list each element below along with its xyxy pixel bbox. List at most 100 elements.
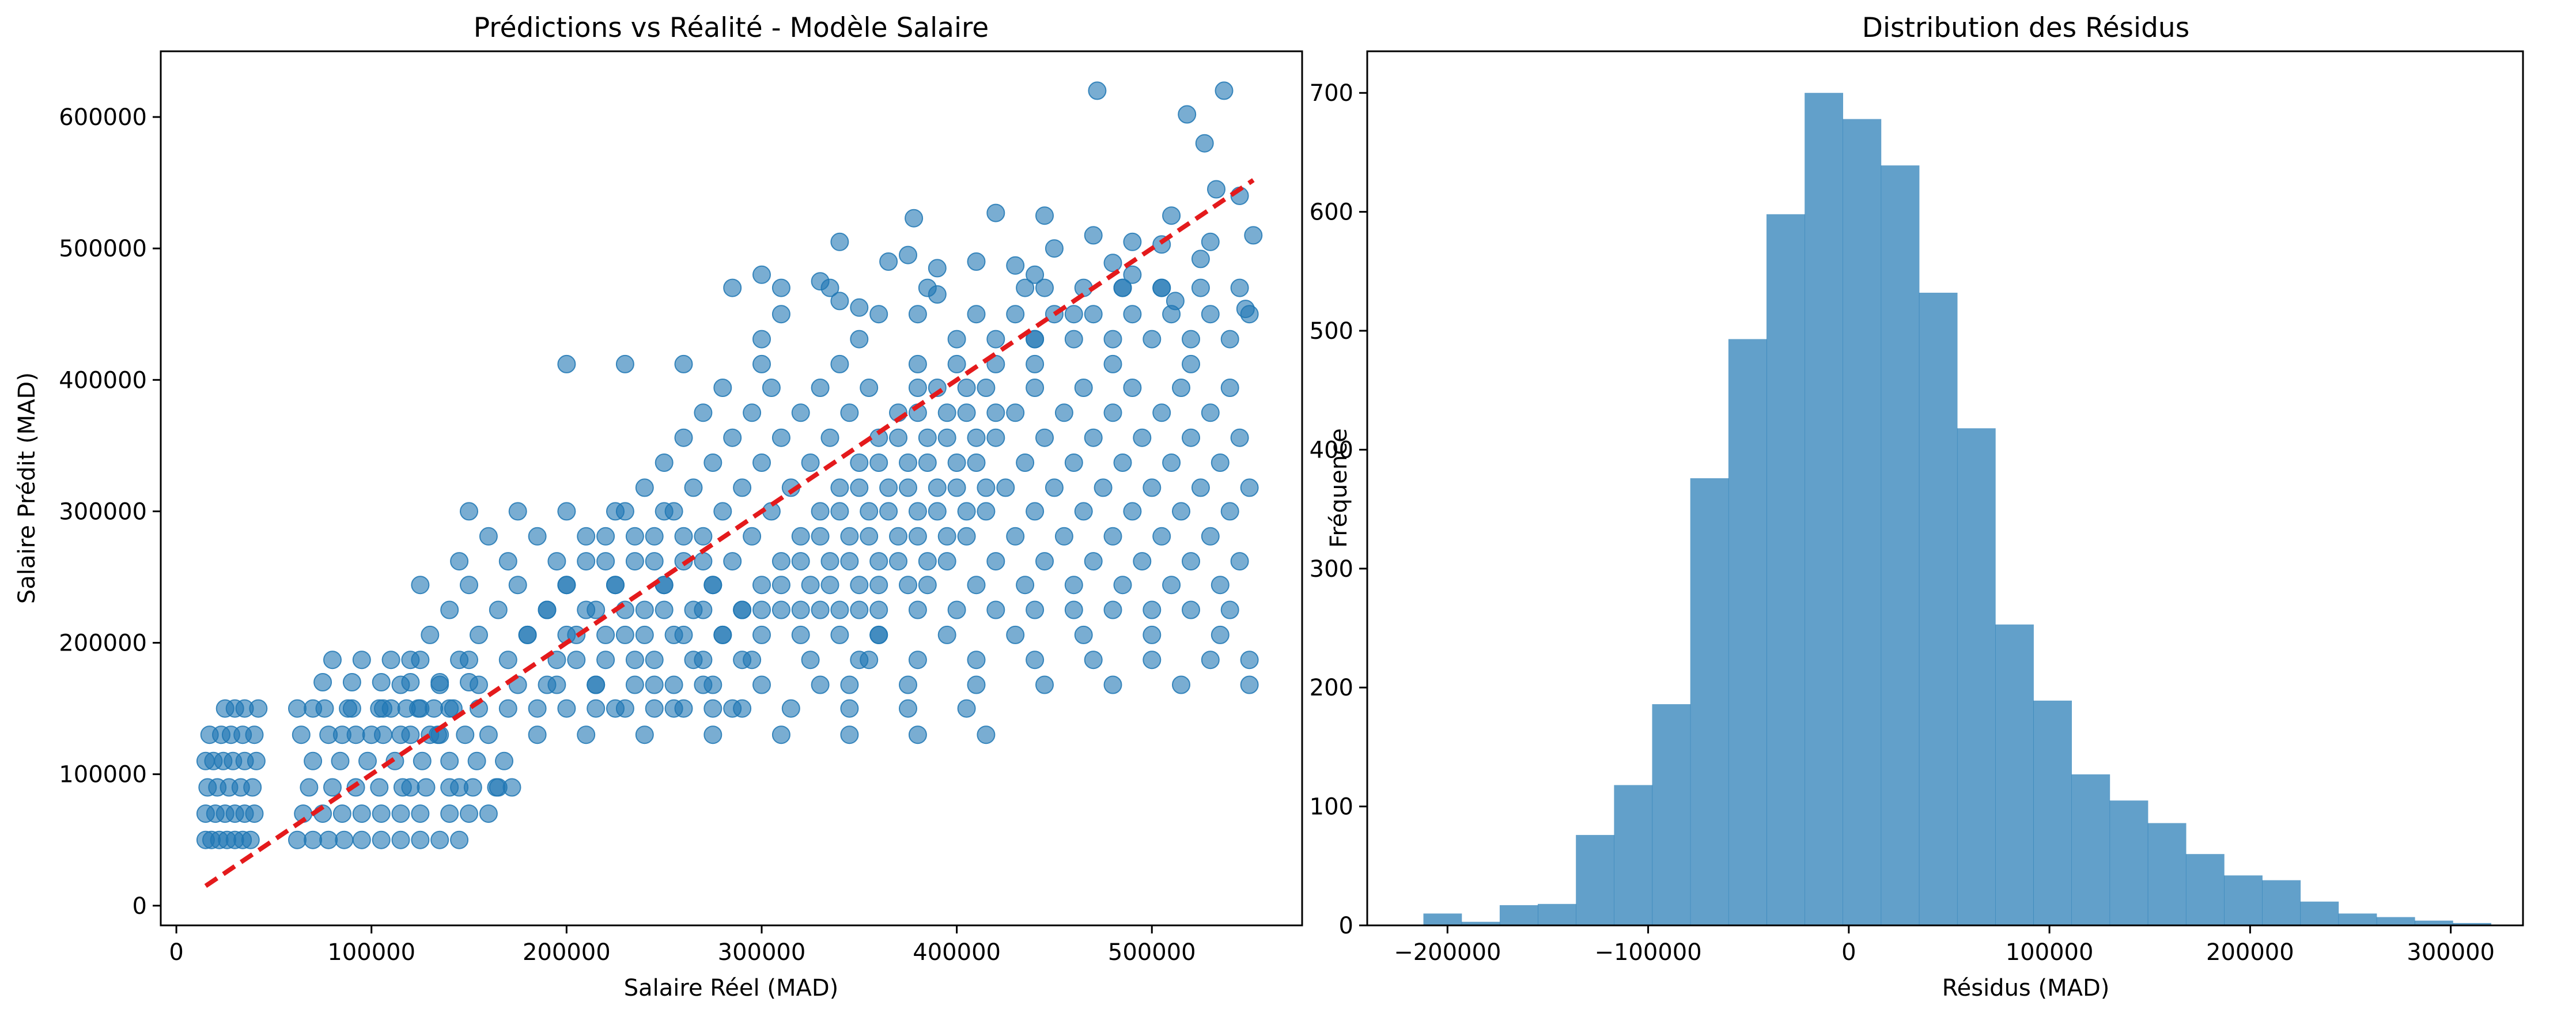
scatter-point [1162,206,1181,225]
scatter-point [1035,428,1054,447]
scatter-x-tick-label: 200000 [523,939,611,966]
scatter-point [645,675,664,694]
scatter-point [752,354,771,373]
histogram-bars [1423,93,2491,926]
scatter-point [733,600,752,619]
scatter-point [937,552,956,571]
scatter-point [1006,527,1025,546]
scatter-point [413,751,432,770]
histogram-x-tick-label: −200000 [1394,939,1501,966]
scatter-point [752,600,771,619]
scatter-point [538,675,557,694]
scatter-point [417,778,436,797]
histogram-bar [2262,880,2301,925]
scatter-point [352,651,371,670]
scatter-point [577,527,596,546]
scatter-point [1211,453,1230,472]
scatter-point [1113,453,1132,472]
scatter-point [694,403,713,422]
scatter-point [335,830,354,849]
scatter-point [1026,651,1045,670]
scatter-point [801,651,820,670]
scatter-point [1220,379,1239,397]
scatter-point [372,830,391,849]
scatter-point [908,354,927,373]
scatter-point [479,725,498,744]
scatter-point [1035,675,1054,694]
scatter-point [811,527,830,546]
scatter-point [391,830,410,849]
scatter-point [694,552,713,571]
scatter-point [1182,600,1200,619]
scatter-point [791,625,810,644]
scatter-point [1123,305,1142,324]
scatter-point [498,699,517,718]
scatter-point [467,751,486,770]
scatter-point [1045,239,1064,258]
histogram-bar [1461,921,1500,925]
scatter-point [323,778,342,797]
scatter-point [703,699,723,718]
scatter-point [918,576,937,595]
scatter-point [811,502,830,521]
scatter-point [450,651,469,670]
scatter-point [781,699,800,718]
scatter-point [977,725,996,744]
scatter-point [1123,232,1142,251]
scatter-point [645,527,664,546]
scatter-point [304,830,323,849]
histogram-bar [2033,700,2072,925]
scatter-point [615,354,634,373]
scatter-point [986,403,1005,422]
scatter-point [528,527,547,546]
scatter-point [918,428,937,447]
scatter-point [752,625,771,644]
scatter-point [313,673,332,691]
scatter-point [1113,576,1132,595]
scatter-point [1084,226,1103,245]
scatter-point [1201,305,1220,324]
scatter-point [635,625,654,644]
scatter-point [937,625,956,644]
scatter-point [1026,502,1045,521]
scatter-point [1162,576,1181,595]
scatter-point [1035,552,1054,571]
scatter-point [587,675,606,694]
scatter-point [1006,305,1025,324]
scatter-point [1035,206,1054,225]
scatter-point [1064,576,1083,595]
scatter-point [967,675,986,694]
scatter-point [947,330,966,349]
scatter-y-tick-label: 400000 [59,367,147,394]
scatter-point [937,403,956,422]
scatter-point [1143,330,1162,349]
scatter-point [811,675,830,694]
scatter-point [899,245,917,264]
histogram-bar [1538,903,1576,925]
scatter-point [1074,502,1093,521]
scatter-point [743,403,762,422]
scatter-point [381,651,400,670]
scatter-point [547,651,566,670]
scatter-y-tick-label: 300000 [59,498,147,525]
scatter-point [694,600,713,619]
scatter-point [538,600,557,619]
scatter-point [967,576,986,595]
histogram-y-tick-label: 100 [1310,794,1353,821]
scatter-point [1103,675,1122,694]
scatter-y-tick-label: 600000 [59,104,147,131]
scatter-point [957,699,976,718]
scatter-point [528,725,547,744]
histogram-bar [1995,624,2034,925]
scatter-point [860,379,879,397]
scatter-point [713,502,732,521]
scatter-point [791,600,810,619]
scatter-point [1103,600,1122,619]
scatter-point [1240,675,1259,694]
scatter-point [743,527,762,546]
scatter-point [1220,330,1239,349]
scatter-point [450,830,469,849]
scatter-point [596,527,615,546]
scatter-point [1035,278,1054,297]
scatter-point [411,576,430,595]
